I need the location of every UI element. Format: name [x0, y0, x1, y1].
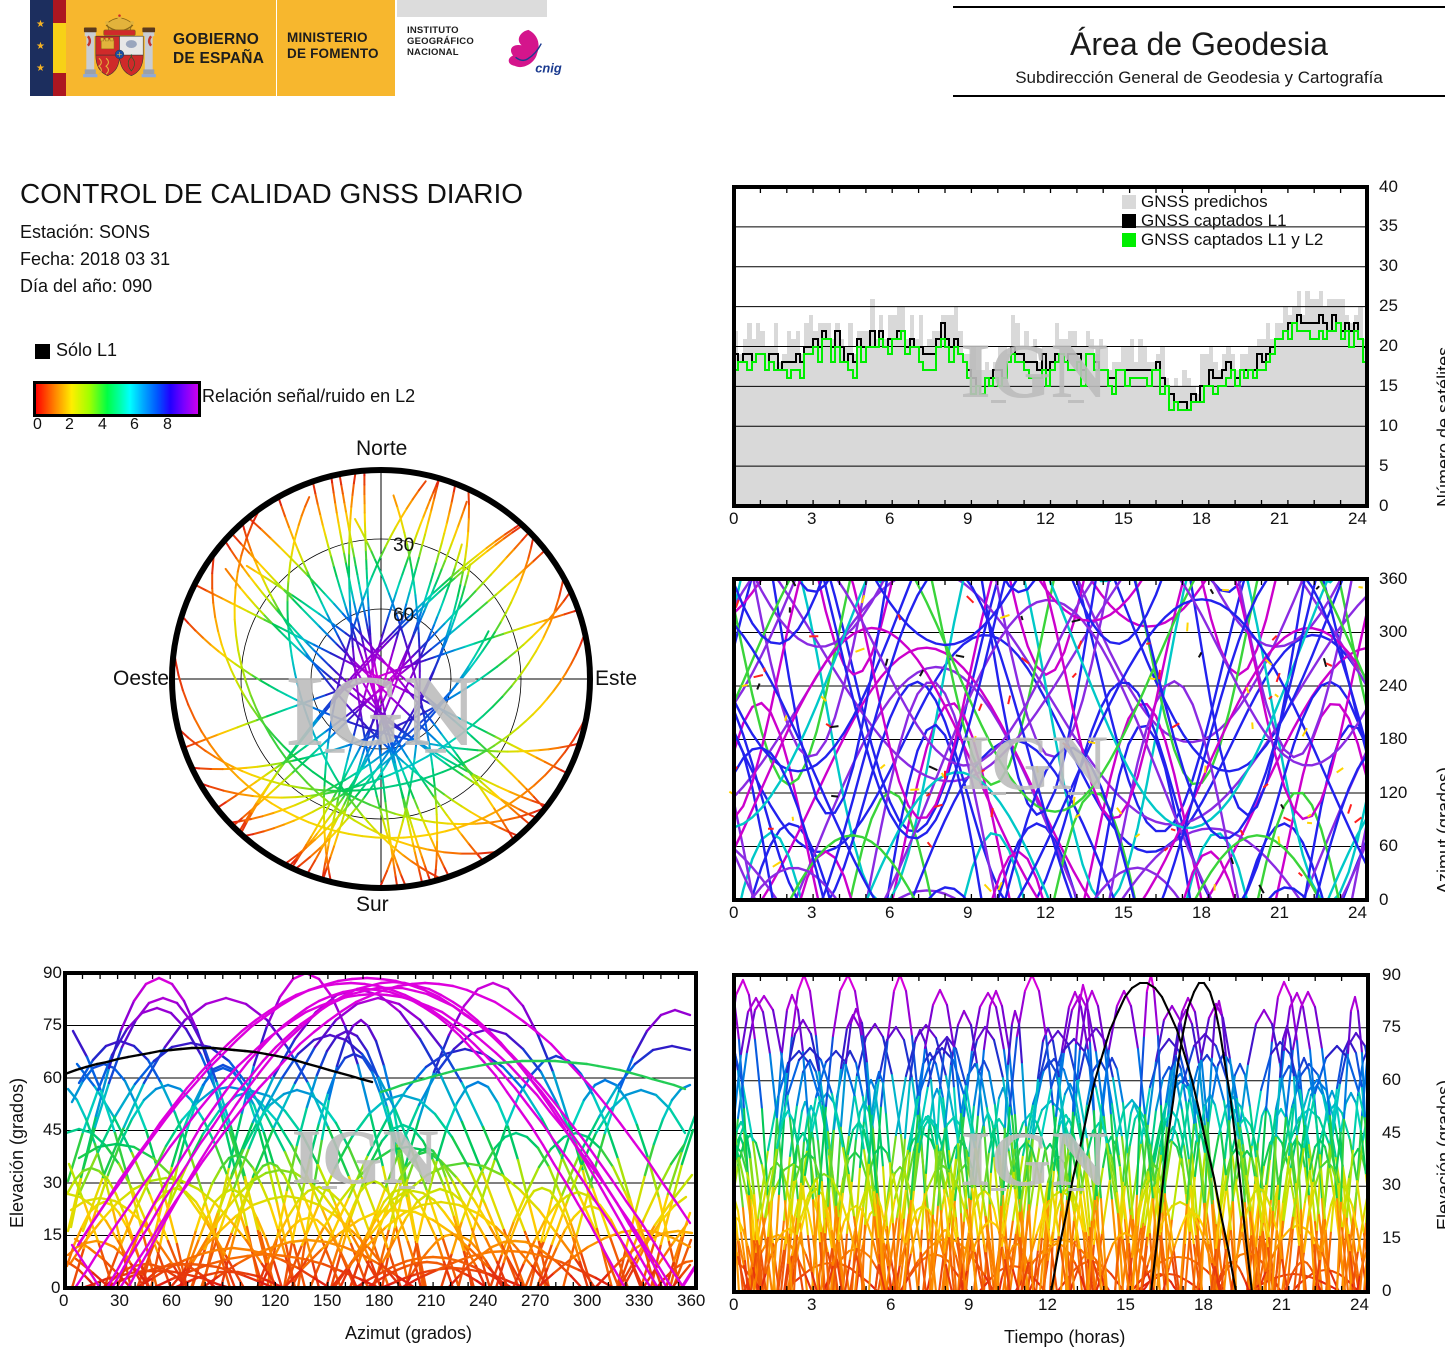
- svg-text:30: 30: [393, 535, 414, 556]
- svg-text:GNSS predichos: GNSS predichos: [1141, 192, 1268, 211]
- svg-text:cnig: cnig: [535, 61, 562, 76]
- svg-text:IGN: IGN: [960, 327, 1107, 414]
- svg-text:60: 60: [393, 605, 414, 626]
- svg-text:IGN: IGN: [285, 655, 477, 767]
- svg-text:IGN: IGN: [291, 1113, 438, 1200]
- svg-text:IGN: IGN: [960, 719, 1107, 806]
- svg-text:GNSS captados L1 y L2: GNSS captados L1 y L2: [1141, 230, 1323, 249]
- svg-text:GNSS captados L1: GNSS captados L1: [1141, 211, 1287, 230]
- svg-text:IGN: IGN: [960, 1115, 1107, 1202]
